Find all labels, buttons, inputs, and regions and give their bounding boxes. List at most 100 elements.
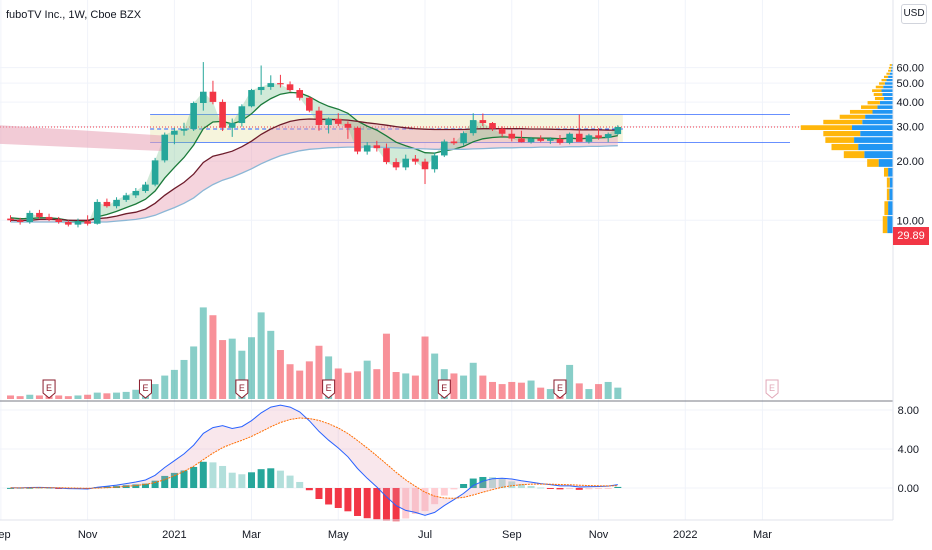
earnings-flag-label: E bbox=[441, 383, 447, 393]
macd-hist-bar bbox=[219, 465, 227, 488]
volume-bar bbox=[228, 338, 236, 399]
candle-body bbox=[441, 141, 448, 156]
profile-bar-sell bbox=[862, 119, 893, 125]
profile-bar-sell bbox=[881, 89, 893, 93]
earnings-flag-shape bbox=[765, 379, 779, 399]
profile-bar-buy bbox=[882, 216, 888, 234]
macd-hist-bar bbox=[498, 478, 506, 488]
volume-bar bbox=[604, 381, 612, 399]
macd-hist-bar bbox=[479, 476, 487, 488]
macd-hist-bar bbox=[460, 484, 468, 488]
time-tick-label: Mar bbox=[753, 529, 772, 541]
volume-bar bbox=[84, 394, 92, 399]
profile-bar-buy bbox=[886, 188, 890, 201]
profile-bar-buy bbox=[831, 143, 859, 151]
macd-hist-bar bbox=[527, 485, 535, 488]
time-tick-label: Sep bbox=[0, 529, 11, 541]
volume-bar bbox=[74, 395, 82, 399]
profile-bar-buy bbox=[861, 105, 878, 109]
macd-hist-bar bbox=[16, 488, 24, 489]
earnings-flag: E bbox=[553, 379, 567, 399]
macd-hist-bar bbox=[161, 475, 169, 488]
time-axis[interactable]: Sep Nov 2021 Mar May Jul Sep Nov 2022 Mar bbox=[0, 529, 772, 541]
profile-bar-buy bbox=[881, 78, 887, 82]
volume-bar bbox=[209, 315, 217, 399]
volume-profile bbox=[800, 64, 893, 234]
macd-hist-bar bbox=[392, 488, 400, 522]
price-axis[interactable]: 10.00 20.00 30.00 40.00 50.00 60.00 0.00 4.00 8.… bbox=[896, 63, 924, 495]
volume-bar bbox=[257, 312, 265, 399]
profile-bar-buy bbox=[888, 66, 892, 69]
currency-button[interactable]: USD bbox=[901, 4, 927, 24]
candle-body bbox=[344, 123, 352, 128]
candle-body bbox=[190, 102, 197, 129]
macd-panel bbox=[7, 404, 622, 522]
macd-hist-bar bbox=[257, 469, 265, 488]
price-tick-label: 60.00 bbox=[896, 63, 924, 75]
volume-bar bbox=[325, 356, 333, 399]
candle-body bbox=[585, 135, 593, 142]
volume-bar bbox=[190, 346, 198, 399]
earnings-flag-label: E bbox=[557, 383, 563, 393]
macd-hist-bar bbox=[151, 480, 159, 488]
volume-bar bbox=[489, 381, 496, 399]
candle-body bbox=[93, 201, 101, 224]
candle-body bbox=[421, 161, 429, 170]
profile-bar-buy bbox=[839, 114, 866, 119]
profile-bar-sell bbox=[889, 177, 893, 188]
macd-hist-bar bbox=[363, 488, 371, 519]
profile-bar-buy bbox=[883, 75, 889, 78]
candle-body bbox=[7, 218, 14, 221]
profile-bar-sell bbox=[883, 96, 893, 101]
volume-bar bbox=[450, 373, 458, 399]
volume-bar bbox=[537, 387, 545, 399]
candle-body bbox=[151, 160, 159, 185]
profile-bar-sell bbox=[852, 125, 893, 131]
profile-bar-buy bbox=[879, 82, 885, 85]
volume-bar bbox=[527, 380, 535, 399]
volume-bar bbox=[431, 353, 439, 399]
profile-bar-buy bbox=[825, 137, 855, 143]
macd-hist-bar bbox=[305, 488, 313, 491]
macd-hist-bar bbox=[132, 484, 140, 488]
earnings-flag-label: E bbox=[769, 383, 775, 393]
macd-hist-bar bbox=[7, 487, 14, 489]
volume-bar bbox=[411, 375, 419, 399]
candle-body bbox=[508, 133, 516, 139]
macd-hist-bar bbox=[402, 488, 410, 519]
profile-bar-buy bbox=[884, 201, 889, 216]
macd-hist-bar bbox=[296, 481, 304, 488]
ma-line bbox=[10, 118, 618, 221]
profile-bar-buy bbox=[883, 167, 889, 177]
candle-body bbox=[209, 91, 217, 102]
profile-bar-sell bbox=[858, 143, 893, 151]
volume-bar bbox=[296, 370, 304, 399]
macd-tick-label: 4.00 bbox=[898, 444, 919, 456]
candle-body bbox=[200, 91, 207, 103]
candle-body bbox=[489, 123, 496, 129]
candles[interactable] bbox=[7, 62, 622, 228]
volume-bar bbox=[546, 389, 554, 399]
profile-bar-buy bbox=[872, 89, 882, 93]
profile-bar-sell bbox=[878, 159, 893, 167]
volume-bar bbox=[151, 384, 159, 399]
profile-bar-buy bbox=[886, 177, 890, 188]
earnings-flag-shape bbox=[138, 379, 152, 399]
candle-body bbox=[277, 83, 284, 85]
volume-bar bbox=[199, 307, 207, 399]
candle-body bbox=[26, 212, 34, 222]
profile-bar-buy bbox=[849, 109, 873, 114]
candle-body bbox=[36, 212, 43, 217]
time-tick-label: 2021 bbox=[162, 529, 186, 541]
macd-fill bbox=[10, 405, 618, 516]
macd-hist-bar bbox=[556, 488, 564, 490]
ma-line bbox=[10, 91, 618, 222]
candle-body bbox=[74, 221, 82, 225]
volume-bar bbox=[35, 395, 43, 399]
candle-body bbox=[518, 138, 525, 143]
volume-bar bbox=[344, 372, 352, 399]
macd-hist-bar bbox=[45, 487, 53, 489]
macd-line bbox=[10, 404, 618, 516]
